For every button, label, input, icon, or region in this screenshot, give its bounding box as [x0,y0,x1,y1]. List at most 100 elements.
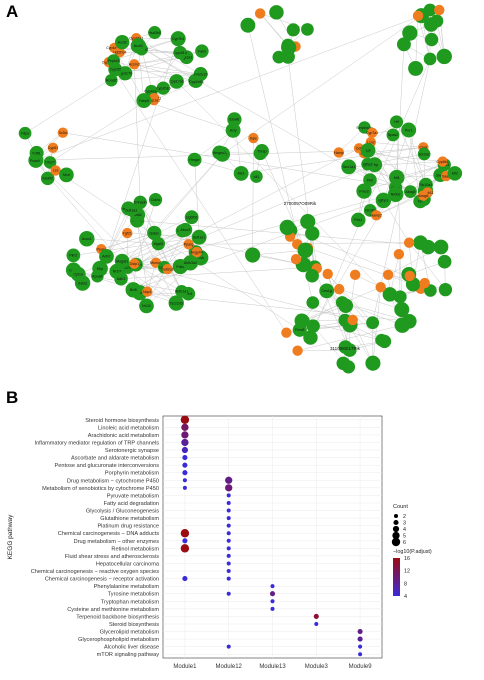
network-node-label: Npas2 [388,133,398,137]
y-tick-label: Tyrosine metabolism [108,592,160,598]
network-node-label: Per1 [405,128,413,132]
plot-point [183,486,187,490]
network-node-label: Sc5d [59,131,67,135]
network-node-label: Sult1e1 [193,236,205,240]
y-tick-label: Steroid biosynthesis [109,622,159,628]
network-node-label: Hlf [394,120,398,124]
network-node-label: Sult1a1 [125,208,137,212]
network-node-label: Acnat2 [106,79,117,83]
network-node-green [305,226,319,240]
plot-point [314,622,318,626]
network-node-label: Acot1 [134,44,143,48]
network-node-label: Aldh3a2 [184,261,197,265]
plot-point [181,529,189,537]
network-node-green [437,49,452,64]
legend-count-dot [393,526,399,532]
network-node-green [281,50,295,64]
network-node-label: Mt1 [394,176,400,180]
plot-point [182,576,187,581]
network-node-label: Cyp2b10 [156,86,170,90]
network-label-3110082I17Rik: 3110082I17Rik [330,346,361,351]
x-tick-label: Module1 [173,664,197,670]
network-node-label: Dhcr7 [45,161,55,165]
y-tick-label: Arachidonic acid metabolism [88,433,160,439]
plot-point [227,577,231,581]
network-node-label: Fasn [198,49,206,53]
network-node-label: Ugt2b5 [186,216,198,220]
network-node-orange [323,269,333,279]
network-node-orange [383,270,393,280]
plot-point [358,629,363,634]
network-node-label: Cyp7a1 [366,131,378,135]
network-node-label: Abcg5 [405,190,415,194]
network-graph: Cyp2c23Cyp4a14Ugt2b37Cyp2c70Cyp1a2Cyp3a1… [0,0,484,388]
legend-count-dot [392,538,400,546]
y-tick-label: Drug metabolism − cytochrome P450 [67,478,159,484]
network-node-label: Mt2 [452,172,458,176]
y-tick-label: Hepatocellular carcinoma [96,561,160,567]
plot-point [227,516,231,520]
network-node-label: Adh7 [102,255,110,259]
y-tick-label: Platinum drug resistance [97,524,159,530]
network-node-orange [413,11,423,21]
network-node-green [366,316,379,329]
network-node-label: Gsta1 [149,231,159,235]
network-node-label: Cyp4f14 [173,51,186,55]
network-node-label: Fmo5 [295,328,304,332]
network-node-green [287,23,300,36]
legend-color-tick: 12 [404,569,410,575]
plot-point [227,554,231,558]
plot-point [227,539,231,543]
plot-point [227,501,231,505]
network-nodes: Cyp2c23Cyp4a14Ugt2b37Cyp2c70Cyp1a2Cyp3a1… [19,4,462,374]
network-edge [253,138,254,255]
network-node-label: Mgst3 [153,242,163,246]
legend-count-label: 2 [403,514,406,520]
legend-color-bar [393,558,400,596]
network-node-label: Cidea [151,198,160,202]
network-edge [35,16,422,161]
network-node-label: Pklr [367,178,374,182]
panel-a-network: A Cyp2c23Cyp4a14Ugt2b37Cyp2c70Cyp1a2Cyp3… [0,0,484,388]
network-node-label: Fmo3 [359,189,368,193]
plot-point [225,477,232,484]
y-tick-label: Glycolysis / Gluconeogenesis [86,509,159,515]
network-node-label: Abcc3 [180,228,190,232]
network-node-label: Elovl6 [230,118,240,122]
network-node-label: Acot2 [118,40,127,44]
plot-point [227,546,231,550]
legend-count-title: Count [393,504,408,510]
legend-count-dot [394,514,398,518]
network-node-orange [404,237,414,247]
network-node-label: Pck1 [354,218,362,222]
network-node-label: Bcl6 [130,288,137,292]
network-node-label: Sult2a1 [161,267,173,271]
y-tick-label: Steroid hormone biosynthesis [85,418,159,424]
network-node-label: Nr1i2 [142,304,151,308]
legend-color-tick: 8 [404,581,407,587]
network-node-label: Apoa4 [92,275,102,279]
network-node-label: Fdft1 [33,151,41,155]
legend-color-tick: 16 [404,556,410,562]
plot-point [181,424,188,431]
plot-point [358,637,363,642]
network-node-green [295,314,309,328]
y-tick-label: Pentose and glucuronate interconversions [55,463,160,469]
network-node-label: Pparg [184,243,194,247]
plot-point [270,591,275,596]
network-node-label: Sqle [250,136,257,140]
plot-point [271,584,275,588]
network-edge [313,187,395,326]
network-node-label: Abcg8 [418,194,428,198]
y-tick-label: Pyruvate metabolism [107,493,160,499]
network-node-orange [281,327,291,337]
network-node-orange [255,8,265,18]
y-tick-label: Glycerophospholipid metabolism [78,637,159,643]
network-edge [50,81,177,162]
plot-point [271,599,275,603]
y-tick-label: Chemical carcinogenesis − reactive oxyge… [31,569,159,575]
network-node-label: Cyp8b1 [436,160,448,164]
network-node-green [269,5,283,19]
network-node-label: Me1 [238,172,245,176]
